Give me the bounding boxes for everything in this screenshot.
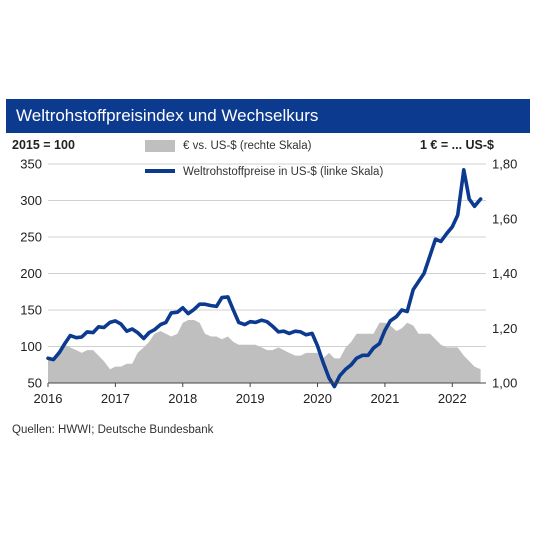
y-right-tick-label: 1,20 bbox=[492, 321, 517, 336]
y-right-tick-label: 1,00 bbox=[492, 376, 517, 391]
source-note: Quellen: HWWI; Deutsche Bundesbank bbox=[12, 424, 214, 436]
x-tick-label: 2016 bbox=[34, 391, 63, 406]
x-tick-label: 2021 bbox=[370, 391, 399, 406]
x-tick-label: 2018 bbox=[168, 391, 197, 406]
exchange-rate-area bbox=[48, 320, 481, 383]
legend-label-commodity-prices: Weltrohstoffpreise in US-$ (linke Skala) bbox=[183, 166, 384, 178]
y-right-tick-label: 1,80 bbox=[492, 157, 517, 172]
x-tick-label: 2019 bbox=[236, 391, 265, 406]
y-left-tick-label: 50 bbox=[28, 376, 42, 391]
y-right-tick-label: 1,60 bbox=[492, 211, 517, 226]
chart-title: Weltrohstoffpreisindex und Wechselkurs bbox=[16, 106, 319, 125]
left-scale-label: 2015 = 100 bbox=[12, 138, 75, 152]
x-tick-label: 2017 bbox=[101, 391, 130, 406]
legend-swatch-area bbox=[145, 140, 175, 152]
x-tick-label: 2022 bbox=[438, 391, 467, 406]
commodity-price-line bbox=[46, 168, 483, 389]
legend-item-exchange-rate: € vs. US-$ (rechte Skala) bbox=[145, 140, 311, 152]
legend-label-exchange-rate: € vs. US-$ (rechte Skala) bbox=[183, 140, 312, 153]
y-left-tick-label: 100 bbox=[20, 339, 42, 354]
y-left-tick-label: 150 bbox=[20, 303, 42, 318]
chart-title-bar: Weltrohstoffpreisindex und Wechselkurs bbox=[6, 99, 530, 133]
legend-swatch-line bbox=[145, 168, 175, 173]
y-left-tick-label: 300 bbox=[20, 193, 42, 208]
legend-item-commodity-prices: Weltrohstoffpreise in US-$ (linke Skala) bbox=[145, 166, 383, 178]
y-left-tick-label: 200 bbox=[20, 266, 42, 281]
y-left-tick-label: 350 bbox=[20, 157, 42, 172]
x-tick-label: 2020 bbox=[303, 391, 332, 406]
right-scale-label: 1 € = ... US-$ bbox=[420, 138, 494, 152]
y-right-tick-label: 1,40 bbox=[492, 266, 517, 281]
y-left-tick-label: 250 bbox=[20, 230, 42, 245]
